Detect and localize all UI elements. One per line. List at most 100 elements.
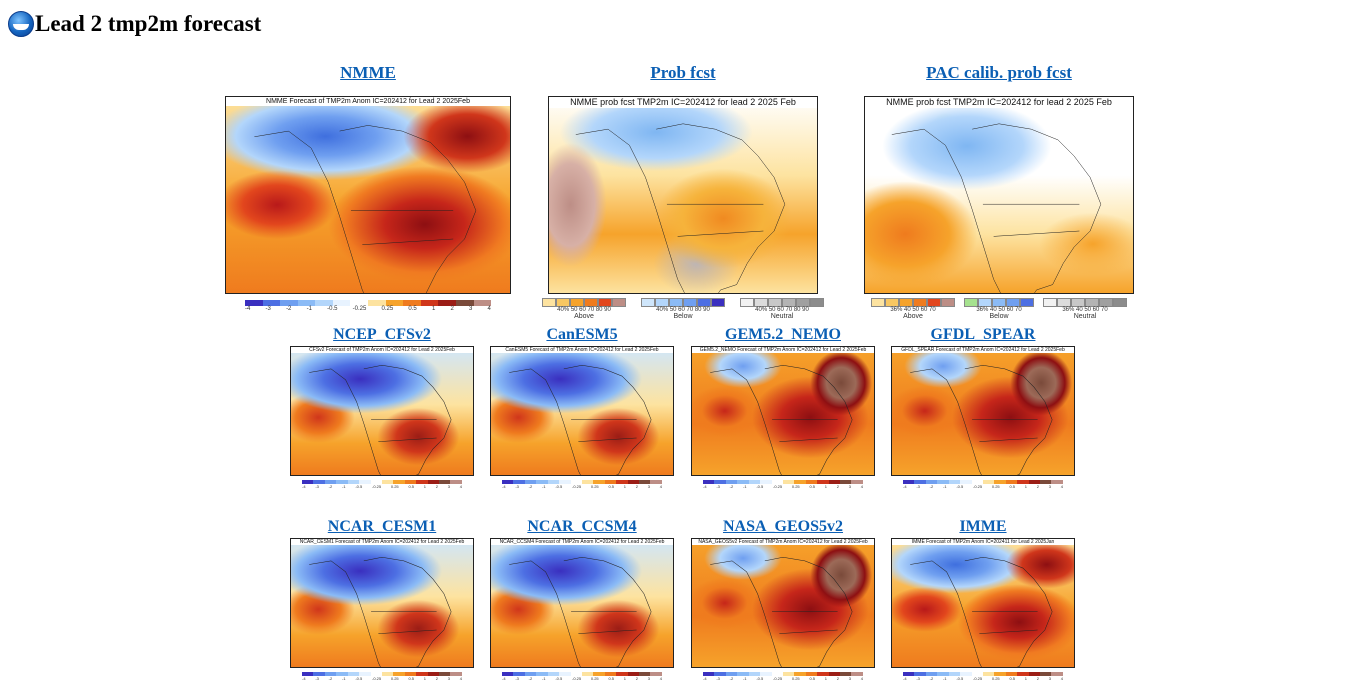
colorbar-swatch (593, 480, 605, 484)
panel-imme: IMME IMME Forecast of TMP2m Anom IC=20241… (890, 518, 1076, 681)
colorbar-tick-label: 0.25 (991, 676, 1000, 681)
colorbar-tick-label: -0.5 (355, 676, 363, 681)
colorbar-tick-label: -3 (716, 484, 720, 489)
gem5-2-nemo-link[interactable]: GEM5.2_NEMO (725, 326, 841, 343)
colorbar-swatch (748, 480, 761, 484)
colorbar-swatch (748, 672, 761, 676)
colorbar-swatch (324, 480, 337, 484)
colorbar-swatch (817, 672, 829, 676)
page-title: Lead 2 tmp2m forecast (35, 11, 262, 36)
colorbar-swatch (1040, 672, 1052, 676)
colorbar-swatch (604, 672, 617, 676)
ncar-ccsm4-link[interactable]: NCAR_CCSM4 (527, 518, 637, 535)
colorbar-swatch (714, 480, 726, 484)
ncar-ccsm4-forecast-map[interactable]: NCAR_CCSM4 Forecast of TMP2m Anom IC=202… (490, 538, 674, 668)
ncar-cesm1-forecast-map[interactable]: NCAR_CESM1 Forecast of TMP2m Anom IC=202… (290, 538, 474, 668)
legend-cells (641, 298, 725, 307)
coastline-overlay (892, 539, 1074, 668)
nmme-link[interactable]: NMME (340, 63, 396, 82)
canesm5-link[interactable]: CanESM5 (546, 326, 618, 343)
colorbar-swatch (828, 480, 841, 484)
map-title: NASA_GEOS5v2 Forecast of TMP2m Anom IC=2… (692, 539, 874, 545)
colorbar-tick-label: -2 (328, 484, 333, 489)
anomaly-colorbar-labels: -4 -3 -2 -1 -0.5 -0.25 0.25 0.5 1 2 3 4 (903, 484, 1063, 489)
colorbar-swatch (393, 480, 405, 484)
colorbar-swatch (450, 672, 462, 676)
prob-fcst-link[interactable]: Prob fcst (650, 63, 716, 82)
colorbar-tick-label: 2 (1036, 484, 1039, 489)
canesm5-forecast-map[interactable]: CanESM5 Forecast of TMP2m Anom IC=202412… (490, 346, 674, 476)
colorbar-swatch (581, 672, 594, 676)
colorbar-tick-label: 4 (659, 676, 662, 681)
colorbar-swatch (994, 672, 1006, 676)
colorbar-swatch (439, 672, 451, 676)
colorbar-swatch (703, 672, 715, 676)
colorbar-tick-label: -4 (903, 484, 907, 489)
nasa-geos5v2-link[interactable]: NASA_GEOS5v2 (722, 518, 844, 535)
map-title: NMME Forecast of TMP2m Anom IC=202412 fo… (226, 97, 510, 106)
ncep-cfsv2-forecast-map[interactable]: CFSv2 Forecast of TMP2m Anom IC=202412 f… (290, 346, 474, 476)
pac-calib-prob-fcst-link[interactable]: PAC calib. prob fcst (926, 63, 1072, 82)
colorbar-tick-label: 2 (836, 676, 839, 681)
colorbar-swatch (794, 672, 806, 676)
legend-group-ticks: 40% 50 60 70 80 90 (755, 307, 809, 313)
colorbar-swatch (725, 672, 738, 676)
colorbar-tick-label: 1 (824, 484, 827, 489)
imme-link[interactable]: IMME (959, 518, 1007, 535)
noaa-logo-icon (8, 11, 34, 37)
colorbar-tick-label: -0.25 (972, 484, 983, 489)
nasa-geos5v2-forecast-map[interactable]: NASA_GEOS5v2 Forecast of TMP2m Anom IC=2… (691, 538, 875, 668)
colorbar-tick-label: 3 (447, 676, 450, 681)
colorbar-tick-label: -0.5 (555, 484, 563, 489)
colorbar-tick-label: -4 (302, 484, 306, 489)
colorbar-swatch (315, 300, 333, 306)
colorbar-swatch (302, 672, 314, 676)
imme-forecast-map[interactable]: IMME Forecast of TMP2m Anom IC=202411 fo… (891, 538, 1075, 668)
legend-swatch (584, 298, 598, 307)
gem5-2-nemo-forecast-map[interactable]: GEM5.2_NEMO Forecast of TMP2m Anom IC=20… (691, 346, 875, 476)
gfdl-spear-link[interactable]: GFDL_SPEAR (930, 326, 1036, 343)
colorbar-tick-label: -0.25 (571, 676, 582, 681)
map-title: NCAR_CCSM4 Forecast of TMP2m Anom IC=202… (491, 539, 673, 545)
colorbar-tick-label: 2 (836, 484, 839, 489)
colorbar-tick-label: -1 (541, 484, 546, 489)
colorbar-swatch (616, 672, 628, 676)
colorbar-tick-label: 3 (848, 484, 851, 489)
colorbar-tick-label: -3 (515, 676, 519, 681)
colorbar-swatch (960, 672, 972, 676)
legend-swatch (941, 298, 955, 307)
pac-calib-prob-fcst-map[interactable]: NMME prob fcst TMP2m IC=202412 for lead … (864, 96, 1134, 294)
legend-cells (871, 298, 955, 307)
legend-swatch (655, 298, 669, 307)
colorbar-tick-label: 0.5 (408, 484, 414, 489)
colorbar-tick-label: 0.5 (608, 484, 614, 489)
legend-swatch (964, 298, 978, 307)
colorbar-swatch (971, 480, 983, 484)
prob-fcst-map[interactable]: NMME prob fcst TMP2m IC=202412 for lead … (548, 96, 818, 294)
colorbar-tick-label: 4 (659, 484, 662, 489)
colorbar-swatch (536, 672, 548, 676)
map-title: GFDL_SPEAR Forecast of TMP2m Anom IC=202… (892, 347, 1074, 353)
anomaly-colorbar-labels: -4 -3 -2 -1 -0.5 -0.25 0.25 0.5 1 2 3 4 (245, 306, 491, 312)
colorbar-tick-label: -1 (742, 484, 747, 489)
colorbar-tick-label: -0.25 (571, 484, 582, 489)
legend-swatch (570, 298, 584, 307)
legend-cells (542, 298, 626, 307)
coastline-overlay (865, 97, 1133, 294)
colorbar-swatch (381, 480, 394, 484)
colorbar-swatch (313, 480, 325, 484)
ncep-cfsv2-link[interactable]: NCEP_CFSv2 (333, 326, 431, 343)
legend-swatch (1113, 298, 1127, 307)
legend-group-ticks: 36% 40 50 60 70 (1062, 307, 1108, 313)
colorbar-tick-label: -3 (716, 676, 720, 681)
gfdl-spear-forecast-map[interactable]: GFDL_SPEAR Forecast of TMP2m Anom IC=202… (891, 346, 1075, 476)
anomaly-colorbar-labels: -4 -3 -2 -1 -0.5 -0.25 0.25 0.5 1 2 3 4 (302, 484, 462, 489)
nmme-forecast-map[interactable]: NMME Forecast of TMP2m Anom IC=202412 fo… (225, 96, 511, 294)
ncar-cesm1-link[interactable]: NCAR_CESM1 (327, 518, 437, 535)
colorbar-tick-label: 4 (860, 676, 863, 681)
colorbar-tick-label: -4 (502, 676, 506, 681)
panel-nasa-geos5v2: NASA_GEOS5v2 NASA_GEOS5v2 Forecast of TMP… (690, 518, 876, 681)
legend-swatch (754, 298, 768, 307)
panel-pac-calib-prob-fcst: PAC calib. prob fcst NMME prob fcst TMP2… (856, 64, 1142, 320)
colorbar-swatch (370, 480, 382, 484)
